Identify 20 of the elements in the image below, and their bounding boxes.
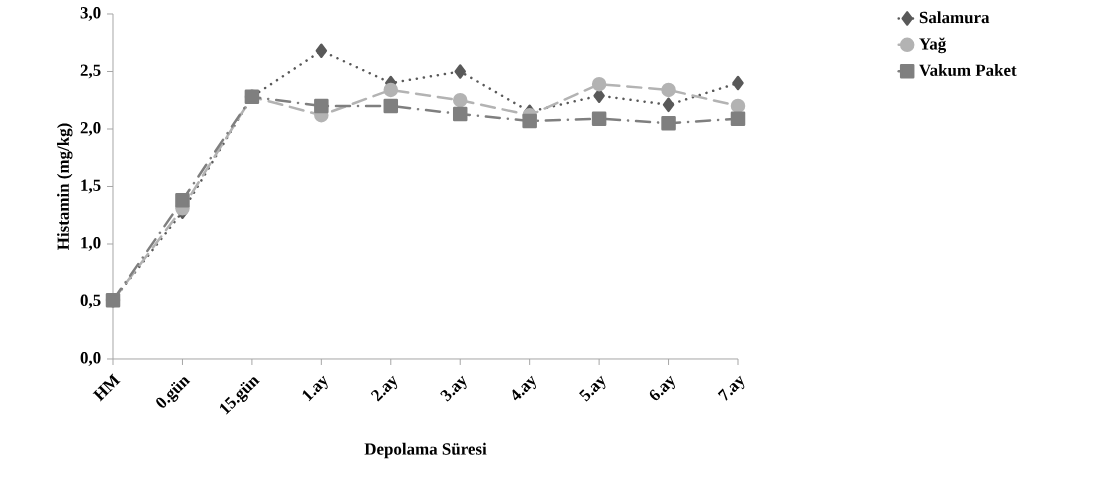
x-tick-label: 2.ay (370, 375, 398, 402)
x-tick-label: 7.ay (717, 375, 745, 401)
x-tick-label: 1.ay (302, 375, 328, 402)
y-tick-label: 3,0 (80, 7, 101, 21)
x-tick-label: 6.ay (649, 375, 675, 401)
y-tick-label: 0,0 (80, 352, 101, 366)
y-tick-label: 2,0 (80, 122, 101, 136)
x-axis-title: Depolama Süresi (364, 442, 487, 459)
legend-label: Yağ (919, 37, 947, 54)
y-tick-label: 2,5 (80, 64, 101, 79)
legend-label: Salamura (919, 11, 990, 24)
x-tick-label: 5.ay (579, 375, 606, 402)
x-tick-label: 4.ay (512, 375, 537, 401)
x-tick-label: 3.ay (440, 375, 467, 402)
y-tick-label: 1,5 (81, 179, 101, 194)
y-tick-label: 1,0 (81, 237, 101, 251)
legend-label: Vakum Paket (919, 64, 1017, 77)
x-tick-label: HM (92, 373, 121, 402)
y-axis-title: Histamin (mg/kg) (57, 123, 73, 250)
y-tick-label: 0,5 (80, 294, 101, 309)
